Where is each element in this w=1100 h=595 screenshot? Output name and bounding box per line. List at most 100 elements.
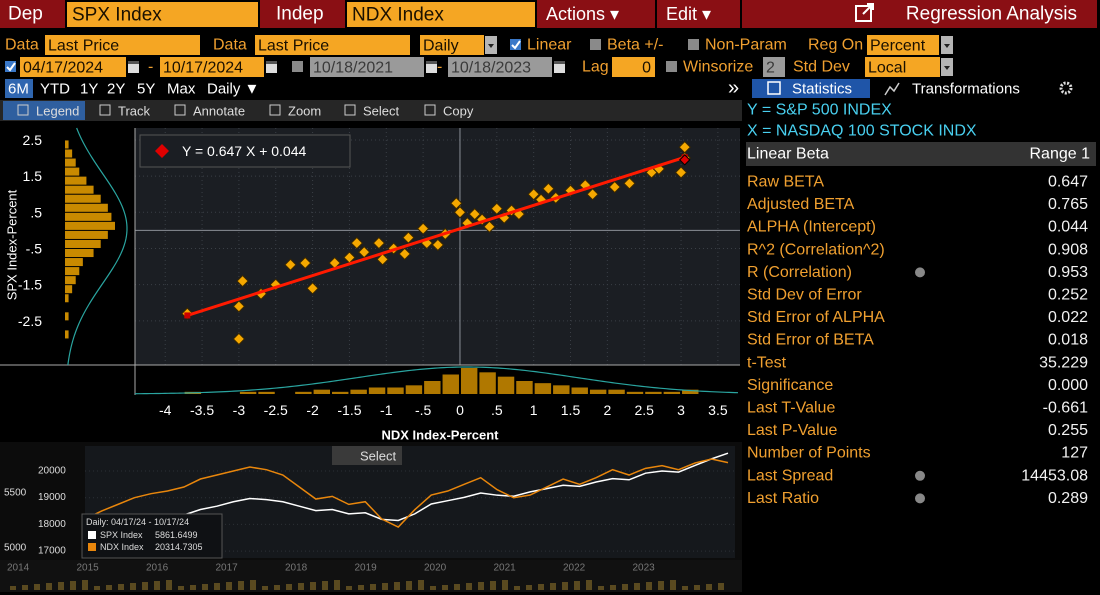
x-tick-label: 1.5 [561,402,581,418]
std-dev: Std Dev [793,59,850,76]
hist-bar [479,372,496,394]
y-tick-label: -1.5 [18,277,42,293]
dropdown-arrow [944,66,950,70]
tool[interactable]: Track [118,104,151,119]
period[interactable]: 5Y [137,81,155,98]
tool[interactable]: Select [363,104,400,119]
winsorize: Winsorize [683,59,753,76]
scatter-point [608,180,621,194]
hist-bar [516,381,533,394]
hist-bar [65,285,73,294]
period[interactable]: Max [167,81,196,98]
edit-menu[interactable] [657,0,740,28]
navigator-bar [334,580,340,590]
info-icon[interactable] [915,267,925,278]
calendar-icon[interactable] [128,61,139,73]
actions-menu[interactable] [537,0,655,28]
x-tick-label: 1 [530,402,538,418]
stat-value: 0.252 [1048,287,1088,304]
y-line: Y = S&P 500 INDEX [747,102,892,119]
hist-bar [645,391,662,394]
edit: Edit ▾ [666,4,711,24]
stat-label: ALPHA (Intercept) [747,219,876,236]
calendar-icon[interactable] [554,61,565,73]
navigator-bar [454,584,460,590]
checkbox[interactable] [590,39,601,50]
reg-on-label: Reg On [808,37,863,54]
end-date-2-box[interactable] [448,57,552,77]
checkbox[interactable] [5,61,16,72]
navigator-bar [406,581,412,590]
checkbox[interactable] [688,39,699,50]
indep-field[interactable] [347,2,535,27]
scatter-point [402,231,415,244]
history-legend [81,513,223,559]
y-tick-label: 17000 [38,546,66,557]
tool[interactable]: Legend [36,104,79,119]
period[interactable]: 1Y [80,81,98,98]
hist-bar [258,391,275,394]
start-date-2-box[interactable] [310,57,424,77]
freq-box[interactable] [420,35,484,55]
checkbox[interactable] [510,39,521,50]
tool[interactable]: Annotate [193,104,245,119]
winsorize-value-box[interactable] [763,57,785,77]
period[interactable]: YTD [40,81,70,98]
period[interactable]: 2Y [107,81,125,98]
x-tick-label: -1 [380,402,393,418]
navigator-bar [22,585,28,590]
tab[interactable]: Statistics [792,81,852,98]
dep-field[interactable] [67,2,258,27]
last-point [679,154,691,166]
hist-bar [608,389,625,394]
expand[interactable]: » [728,77,739,99]
checkbox[interactable] [666,61,677,72]
navigator-bar [382,583,388,590]
reg-on-box[interactable] [867,35,939,55]
export-icon[interactable] [855,3,874,22]
data2-box[interactable] [255,35,410,55]
indep-value: NDX Index [352,5,444,26]
hist-bar [65,185,94,194]
hist-bar [534,383,552,394]
lag-box[interactable] [612,57,655,77]
data1-box[interactable] [45,35,200,55]
info-icon[interactable] [915,493,925,504]
scatter-point [299,256,312,270]
stats-header-bg [746,142,1096,166]
indep-label: Indep [276,4,324,25]
start-date-box[interactable] [20,57,126,77]
gear-icon[interactable] [1059,81,1073,95]
select-button[interactable] [332,446,402,465]
stat-label: Std Error of ALPHA [747,309,885,326]
stats-head: Linear Beta [747,146,829,163]
year-label: 2016 [146,563,169,574]
lag: 0 [642,60,651,77]
navigator-bar [370,584,376,590]
period[interactable]: 6M [8,81,29,98]
navigator-bar [274,585,280,590]
tab[interactable]: Transformations [912,81,1020,98]
stat-label: Significance [747,377,833,394]
x-tick-label: -1.5 [337,402,361,418]
tool[interactable]: Copy [443,104,474,119]
calendar-icon[interactable] [266,61,277,73]
tool[interactable]: Zoom [288,104,321,119]
period-freq[interactable]: Daily ▼ [207,81,259,98]
calendar-icon[interactable] [426,61,437,73]
std-dev-value-box[interactable] [865,57,940,77]
checkmark [6,62,16,72]
navigator-bar [70,581,76,590]
x-tick-label: 3 [677,402,685,418]
scatter-point [372,236,386,250]
stats-head: Range 1 [1030,146,1091,163]
scatter-point [450,197,463,210]
x-tick-label: -3.5 [190,402,214,418]
checkbox[interactable] [292,61,303,72]
info-icon[interactable] [915,470,925,481]
period-active [5,79,33,98]
end-date-box[interactable] [160,57,264,77]
stat-label: R (Correlation) [747,264,852,281]
scatter-point [453,206,467,219]
